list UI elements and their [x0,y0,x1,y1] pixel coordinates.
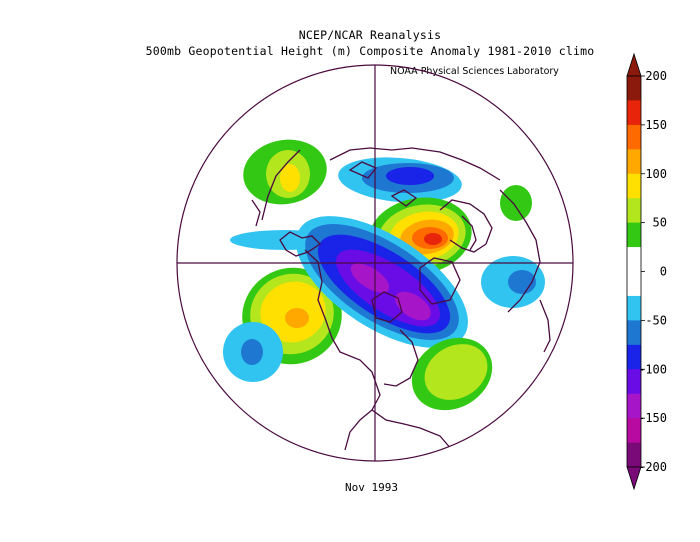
colorbar-segment [627,393,641,419]
colorbar-tick-label: -100 [638,362,667,376]
colorbar-segment [627,198,641,224]
coast-greenland [419,257,461,305]
colorbar-arrow-top [626,52,642,77]
coast-alaska [279,231,322,257]
coast-east-na [383,329,419,387]
anomaly-field [223,139,545,411]
anomaly-russia-positive [500,185,532,221]
colorbar-segment [627,295,641,321]
chart-title: NCEP/NCAR Reanalysis [298,28,442,42]
colorbar-tick-label: 0 [660,265,667,279]
coast-siberia [329,147,501,181]
colorbar-segment [627,222,641,248]
coast-europe [439,199,493,253]
colorbar-ticks: 200 150 100 50 0 -50 -100 -150 -200 [638,69,667,474]
colorbar-segment [627,100,641,126]
colorbar-segment [627,124,641,150]
anomaly-pacific-neg-mid [241,339,263,365]
anomaly-atlantic-light [424,344,488,400]
anomaly-canada-neg-max [350,263,390,293]
coast-central-america [371,409,453,451]
anomaly-siberia-yellow [280,164,300,192]
chart-subtitle: 500mb Geopotential Height (m) Composite … [145,44,595,58]
colorbar-segment [627,418,641,444]
coast-mediterranean [539,299,551,353]
colorbar-tick-label: 100 [645,167,667,181]
anomaly-europe-red [424,233,442,245]
anomaly-arctic-neg-strong [386,167,434,185]
coast-hudson-bay [371,291,403,323]
colorbar-segment [627,369,641,395]
coastlines [251,147,551,451]
colorbar-arrow-bottom [626,466,642,491]
colorbar-segment [627,442,641,468]
colorbar-tick-label: 50 [653,216,667,230]
credit-label: NOAA Physical Sciences Laboratory [390,66,559,77]
coast-east-asia [261,149,301,221]
colorbar-tick-label: -50 [645,313,667,327]
colorbar-segment [627,247,641,272]
colorbar-tick-label: -200 [638,460,667,474]
coast-asia [499,189,541,313]
colorbar-tick-label: -150 [638,411,667,425]
colorbar-segment [627,149,641,175]
coast-arctic-islands [348,161,418,207]
anomaly-pacific-orange [285,308,309,328]
coast-scandinavia [461,215,477,251]
colorbar-tick-label: 150 [645,118,667,132]
coast-north-america [304,249,381,451]
colorbar-tick-label: 200 [645,69,667,83]
colorbar-segment [627,76,641,101]
time-period-label: Nov 1993 [345,481,398,494]
coast-japan [251,199,261,227]
anomaly-canada-neg-max-2 [395,291,431,321]
colorbar [626,52,642,491]
colorbar-segment [627,173,641,199]
anomaly-asia-neg-mid [508,270,536,294]
colorbar-segment [627,320,641,346]
colorbar-segment [627,271,641,297]
colorbar-segment [627,344,641,370]
